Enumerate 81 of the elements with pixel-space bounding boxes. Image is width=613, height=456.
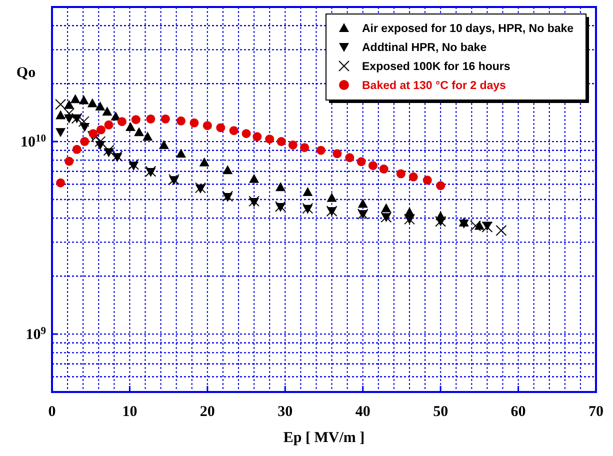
point bbox=[356, 157, 366, 166]
point bbox=[345, 153, 354, 162]
point bbox=[125, 122, 136, 132]
legend-label: Air exposed for 10 days, HPR, No bake bbox=[362, 23, 574, 35]
point bbox=[134, 127, 144, 136]
x-tick-label: 60 bbox=[510, 404, 526, 420]
x-tick-label: 0 bbox=[48, 404, 56, 420]
point bbox=[142, 132, 153, 141]
x-tick-label: 20 bbox=[200, 404, 215, 420]
point bbox=[275, 182, 286, 192]
point bbox=[288, 140, 298, 150]
point bbox=[94, 136, 106, 148]
point bbox=[222, 165, 233, 174]
point bbox=[95, 102, 106, 111]
point bbox=[332, 149, 342, 158]
point bbox=[194, 182, 206, 194]
point bbox=[436, 181, 446, 190]
point bbox=[176, 116, 186, 126]
point bbox=[78, 95, 89, 104]
point bbox=[70, 94, 80, 104]
x-tick-label: 50 bbox=[433, 404, 448, 420]
point bbox=[64, 156, 74, 166]
point bbox=[274, 200, 286, 212]
point bbox=[408, 172, 418, 182]
point bbox=[216, 123, 226, 132]
legend-label: Baked at 130 °C for 2 days bbox=[362, 80, 506, 92]
point bbox=[176, 148, 186, 158]
point bbox=[117, 117, 126, 126]
point bbox=[379, 164, 388, 174]
point bbox=[112, 150, 123, 162]
legend-label: Addtinal HPR, No bake bbox=[362, 42, 487, 54]
point bbox=[80, 137, 90, 146]
x-tick-label: 40 bbox=[355, 404, 370, 420]
point bbox=[128, 158, 140, 170]
point bbox=[190, 118, 199, 128]
point bbox=[265, 134, 274, 144]
x-tick-label: 10 bbox=[122, 404, 138, 420]
point bbox=[158, 140, 169, 149]
point bbox=[242, 129, 251, 138]
point bbox=[202, 121, 212, 130]
x-axis-title: Ep [ MV/m ] bbox=[283, 430, 365, 446]
point bbox=[252, 132, 262, 142]
point bbox=[78, 116, 90, 128]
point bbox=[160, 114, 170, 124]
point bbox=[146, 114, 156, 124]
legend-label: Exposed 100K for 16 hours bbox=[362, 61, 510, 73]
point bbox=[131, 115, 140, 124]
point bbox=[381, 203, 392, 212]
point bbox=[368, 161, 378, 170]
x-tick-label: 70 bbox=[588, 404, 604, 420]
point bbox=[229, 126, 238, 136]
point bbox=[103, 144, 114, 156]
point bbox=[222, 190, 234, 202]
point bbox=[358, 198, 368, 208]
point bbox=[102, 106, 112, 116]
y-axis-title: Qo bbox=[16, 65, 36, 81]
point bbox=[104, 120, 114, 130]
point bbox=[248, 196, 260, 207]
point bbox=[72, 144, 82, 154]
point bbox=[199, 157, 210, 166]
point bbox=[110, 111, 121, 120]
point bbox=[422, 176, 432, 185]
point bbox=[64, 108, 75, 119]
point bbox=[496, 225, 507, 236]
y-tick-label: 10$^{10}$ bbox=[20, 133, 46, 151]
point bbox=[64, 100, 74, 109]
point bbox=[316, 146, 326, 155]
point bbox=[55, 98, 66, 110]
point bbox=[56, 128, 66, 138]
point bbox=[326, 192, 337, 202]
point bbox=[276, 137, 286, 146]
y-tick-label: 10$^{9}$ bbox=[26, 326, 46, 344]
point bbox=[96, 125, 106, 134]
point bbox=[396, 169, 406, 178]
point bbox=[302, 186, 313, 196]
point bbox=[56, 178, 66, 188]
point bbox=[56, 110, 66, 120]
x-tick-label: 30 bbox=[278, 404, 293, 420]
point bbox=[87, 98, 98, 108]
point bbox=[249, 174, 260, 183]
point bbox=[300, 143, 310, 152]
